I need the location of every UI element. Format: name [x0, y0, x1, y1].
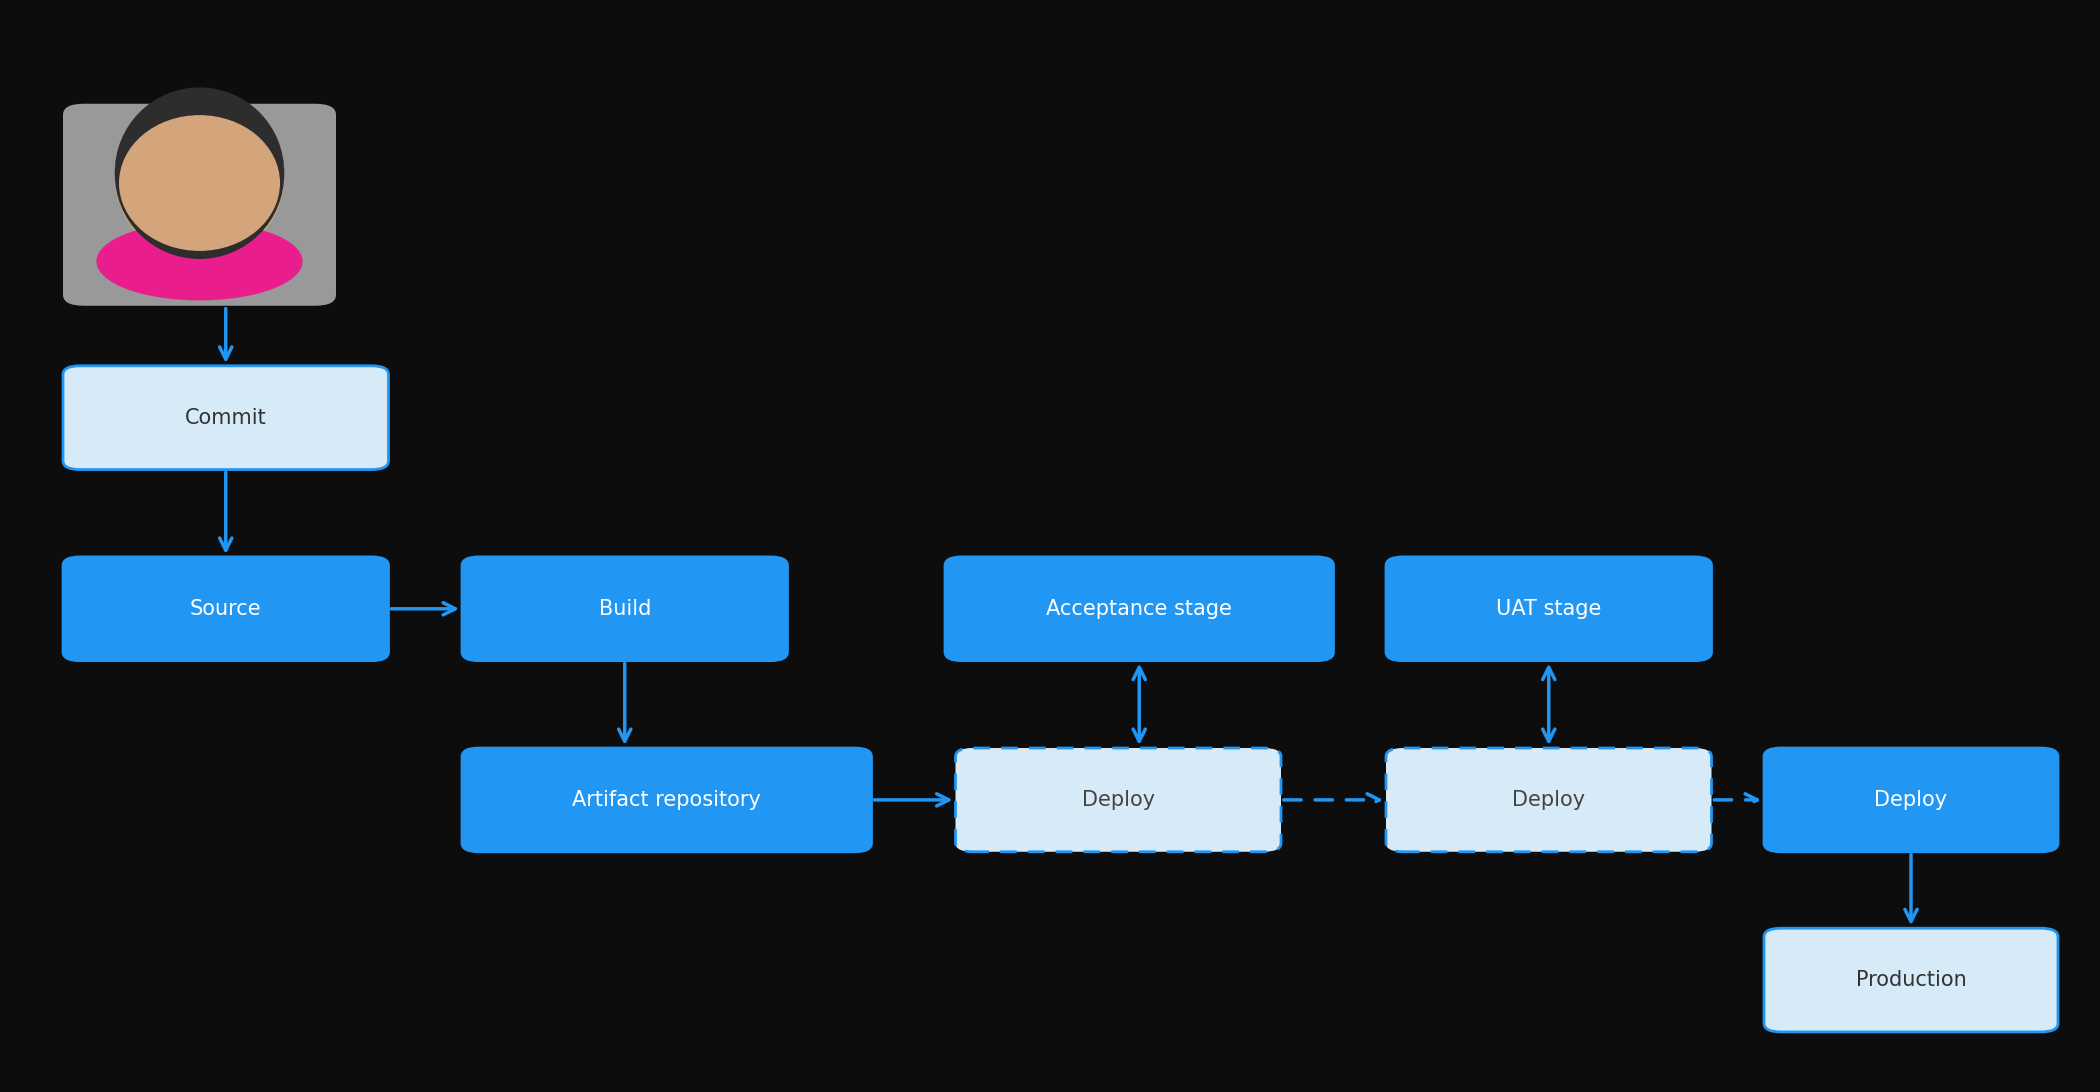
Text: Deploy: Deploy	[1082, 790, 1155, 810]
Text: Source: Source	[189, 598, 262, 619]
Ellipse shape	[116, 91, 284, 259]
FancyBboxPatch shape	[462, 557, 788, 661]
FancyBboxPatch shape	[63, 104, 336, 306]
Text: Deploy: Deploy	[1875, 790, 1947, 810]
Text: Artifact repository: Artifact repository	[573, 790, 760, 810]
FancyBboxPatch shape	[1386, 557, 1711, 661]
Text: Commit: Commit	[185, 407, 267, 428]
Ellipse shape	[116, 93, 284, 261]
Text: Production: Production	[1856, 970, 1966, 990]
Ellipse shape	[120, 116, 279, 250]
FancyBboxPatch shape	[462, 748, 872, 852]
FancyBboxPatch shape	[945, 557, 1334, 661]
FancyBboxPatch shape	[63, 557, 388, 661]
FancyBboxPatch shape	[1764, 748, 2058, 852]
Text: UAT stage: UAT stage	[1495, 598, 1602, 619]
Text: Deploy: Deploy	[1512, 790, 1586, 810]
Text: Build: Build	[598, 598, 651, 619]
FancyBboxPatch shape	[1386, 748, 1711, 852]
FancyBboxPatch shape	[1764, 928, 2058, 1032]
FancyBboxPatch shape	[63, 366, 388, 470]
Bar	[170, 221, 229, 241]
Text: Acceptance stage: Acceptance stage	[1046, 598, 1233, 619]
Ellipse shape	[116, 88, 284, 257]
FancyBboxPatch shape	[956, 748, 1281, 852]
Ellipse shape	[97, 223, 302, 299]
